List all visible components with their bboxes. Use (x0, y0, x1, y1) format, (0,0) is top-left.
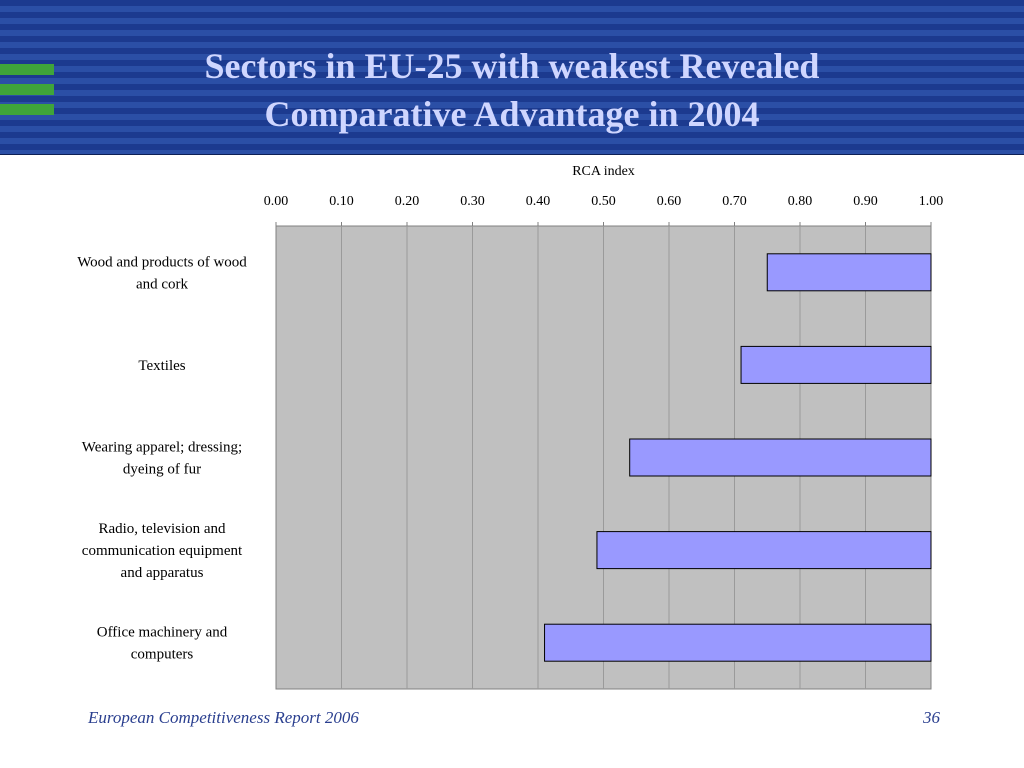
x-tick-label: 0.70 (722, 194, 747, 209)
x-tick-label: 1.00 (919, 194, 944, 209)
bar (596, 531, 932, 570)
category-label: Wood and products of wood and cork (77, 254, 247, 292)
rca-bar-chart: 0.00 0.10 0.20 0.30 0.40 0.50 0.60 0.70 0.80 0.90… (77, 164, 944, 690)
category-label: Office machinery and computers (97, 625, 228, 663)
category-label: Wearing apparel; dressing; dyeing of fur (82, 440, 242, 478)
x-tick-label: 0.40 (526, 194, 551, 209)
x-tick-label: 0.50 (591, 194, 616, 209)
category-label: Radio, television and communication equip… (82, 521, 243, 581)
x-axis-title: RCA index (572, 164, 635, 179)
logo-stripe-1 (0, 64, 54, 75)
slide-header: Sectors in EU-25 with weakest Revealed C… (0, 0, 1024, 155)
x-tick-label: 0.00 (264, 194, 289, 209)
bar (740, 345, 932, 384)
x-tick-label: 0.90 (853, 194, 878, 209)
logo-stripe-2 (0, 84, 54, 95)
page-number: 36 (923, 708, 940, 727)
x-tick-label: 0.80 (788, 194, 813, 209)
bar (629, 438, 932, 477)
bar (766, 253, 932, 292)
bar (544, 623, 932, 662)
x-tick-label: 0.60 (657, 194, 682, 209)
slide-title-line1: Sectors in EU-25 with weakest Revealed (204, 46, 820, 86)
category-label: Textiles (138, 358, 185, 374)
logo-stripe-3 (0, 104, 54, 115)
slide-title: Sectors in EU-25 with weakest Revealed C… (120, 42, 904, 138)
footer-source: European Competitiveness Report 2006 (88, 708, 359, 727)
x-tick-label: 0.10 (329, 194, 354, 209)
x-tick-label: 0.30 (460, 194, 485, 209)
x-tick-label: 0.20 (395, 194, 420, 209)
slide-title-line2: Comparative Advantage in 2004 (264, 94, 760, 134)
